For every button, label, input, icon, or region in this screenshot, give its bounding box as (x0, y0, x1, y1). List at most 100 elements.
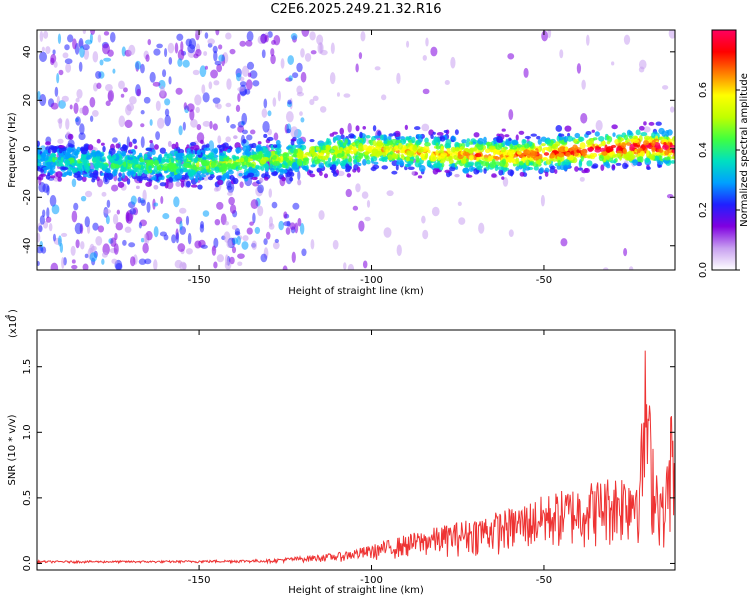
spectrogram-cell (358, 143, 364, 151)
spectrogram-cell (64, 58, 73, 65)
spectrogram-cell (318, 152, 324, 157)
spectrogram-cell (89, 172, 95, 178)
spectrogram-cell (99, 59, 104, 66)
spectrogram-cell (415, 140, 421, 145)
spectrogram-cell (209, 120, 213, 130)
spectrogram-cell (642, 126, 651, 133)
spectrogram-cell (651, 132, 656, 139)
snr-y-label: SNR (10 * v/v) (7, 414, 18, 485)
spectrogram-cell (42, 154, 49, 162)
spectrogram-cell (103, 57, 112, 62)
spectrogram-cell (212, 157, 218, 161)
spectrogram-cell (603, 162, 610, 167)
spectrogram-cell (563, 159, 570, 166)
spectrogram-cell (296, 91, 304, 97)
spectrogram-cell (112, 154, 117, 160)
spectrogram-cell (505, 156, 513, 162)
spectrogram-cell (309, 146, 316, 154)
spectrogram-cell (252, 80, 260, 87)
spectrogram-cell (576, 149, 580, 153)
spectrogram-cell (320, 155, 326, 161)
spectrogram-cell (628, 266, 634, 270)
chart-title: C2E6.2025.249.21.32.R16 (270, 2, 442, 17)
spectrogram-cell (218, 145, 225, 152)
spectrogram-cell (594, 148, 602, 153)
spectrogram-cell (227, 169, 234, 175)
spectrogram-cell (95, 150, 102, 157)
spectrogram-cell (358, 52, 363, 60)
spectrogram-cell (359, 131, 363, 139)
spectrogram-cell (92, 51, 99, 63)
spectrogram-cell (218, 54, 225, 62)
spectrogram-cell (353, 148, 357, 154)
spectrogram-cell (50, 102, 59, 110)
spectrogram-cell (71, 162, 76, 167)
spectrogram-cell (297, 179, 302, 186)
spectrogram-cell (466, 138, 471, 143)
spectrogram-cell (643, 140, 650, 146)
spectrogram-cell (107, 89, 115, 102)
spectrogram-cell (524, 135, 532, 139)
spectrogram-cell (74, 222, 83, 235)
spectrogram-cell (555, 125, 563, 132)
spectrogram-cell (62, 52, 69, 59)
spectrogram-cell (274, 238, 279, 243)
spectrogram-cell (547, 30, 552, 39)
spectrogram-cell (267, 110, 272, 117)
spectrogram-cell (195, 106, 200, 114)
spectrogram-cell (123, 87, 128, 93)
spectrogram-cell (138, 222, 142, 229)
spectrogram-cell (430, 154, 437, 162)
spectrogram-cell (180, 41, 184, 52)
spectrogram-cell (49, 164, 56, 171)
spectrogram-cell (216, 201, 224, 210)
spectrogram-cell (45, 174, 51, 180)
spectrogram-cell (49, 175, 56, 179)
spectrogram-cell (444, 80, 450, 85)
spectrogram-cell (162, 213, 170, 220)
spectrogram-cell (66, 166, 73, 171)
spectrogram-cell (246, 61, 255, 70)
spectrogram-cell (333, 137, 339, 141)
spectrogram-cell (332, 239, 339, 250)
spectrogram-cell (50, 152, 57, 158)
spectrogram-cell (350, 150, 354, 155)
spectrogram-cell (246, 145, 251, 151)
spectrogram-cell (200, 244, 208, 249)
spectrogram-cell (440, 152, 448, 157)
spectrogram-cell (237, 253, 245, 260)
spectrogram-cell (451, 163, 456, 168)
spectrogram-cell (237, 261, 243, 266)
spectrogram-cell (275, 161, 280, 166)
spectrogram-cell (530, 133, 537, 137)
spectrogram-cell (387, 135, 392, 140)
colorbar-tick-label: 0.6 (698, 82, 709, 98)
spectrogram-cell (78, 38, 84, 49)
spectrogram-cell (629, 144, 635, 151)
spectrogram-cell (138, 258, 147, 265)
spectrogram-cell (304, 152, 311, 156)
spectrogram-cell (281, 169, 288, 174)
spectrogram-cell (202, 92, 210, 103)
spectrogram-cell (430, 46, 438, 57)
spectrogram-cell (57, 118, 63, 124)
spectrogram-cell (330, 42, 335, 55)
spectrogram-cell (190, 169, 197, 176)
spectrogram-cell (319, 106, 327, 113)
spectrogram-cell (123, 161, 127, 168)
spectrogram-cell (345, 188, 352, 198)
spectrogram-cell (523, 143, 530, 149)
spectrogram-cell (290, 33, 298, 41)
spectrogram-cell (179, 168, 184, 175)
spectrogram-cell (68, 157, 75, 162)
spectrogram-cell (628, 135, 633, 139)
spectrogram-cell (118, 172, 122, 178)
spectrogram-cell (69, 104, 73, 110)
spectrogram-cell (85, 190, 93, 198)
spectrogram-cell (107, 172, 114, 180)
spectrogram-cell (319, 42, 323, 54)
spectrogram-cell (665, 129, 669, 134)
spectrogram-cell (381, 94, 387, 101)
spectrogram-cell (245, 161, 251, 166)
spectrogram-cell (358, 139, 363, 143)
